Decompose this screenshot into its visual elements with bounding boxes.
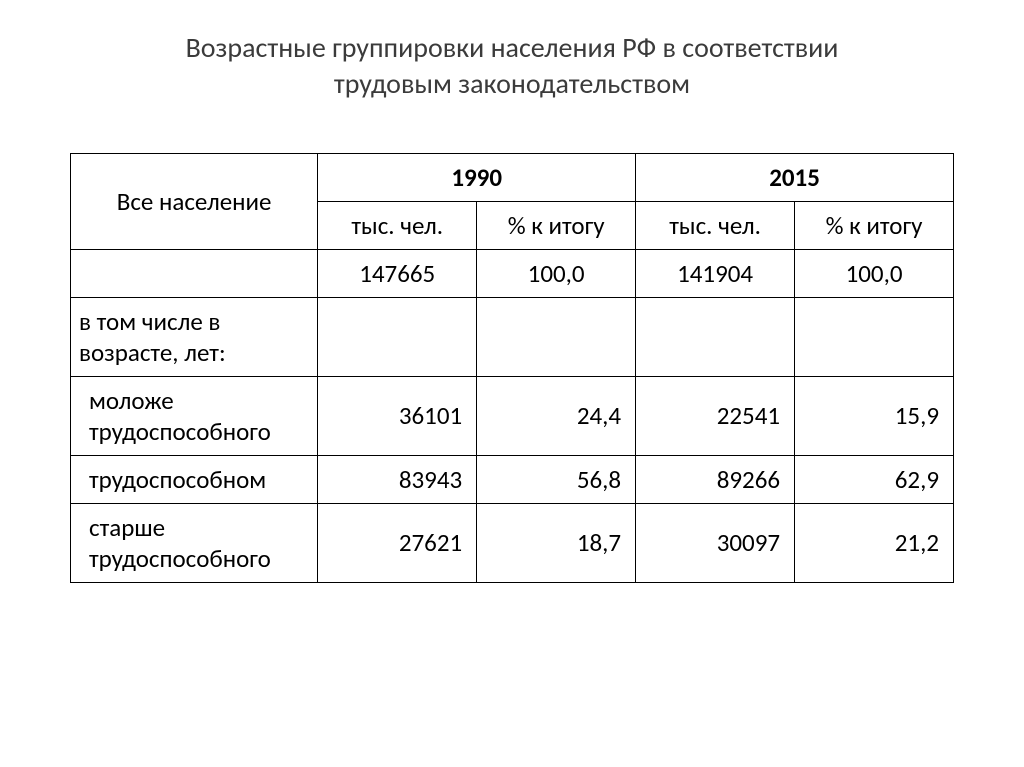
category-header-label: в том числе в возрасте, лет: — [71, 297, 318, 376]
total-2015-thousands: 141904 — [636, 249, 795, 297]
row-0-2015-thousands: 22541 — [636, 376, 795, 455]
year-2015-header: 2015 — [636, 153, 954, 201]
total-row: 147665 100,0 141904 100,0 — [71, 249, 954, 297]
sub-1990-thousands: тыс. чел. — [318, 201, 477, 249]
sub-1990-percent: % к итогу — [477, 201, 636, 249]
total-2015-percent: 100,0 — [795, 249, 954, 297]
row-2-label: старше трудоспособного — [71, 503, 318, 582]
row-0-2015-percent: 15,9 — [795, 376, 954, 455]
sub-2015-percent: % к итогу — [795, 201, 954, 249]
sub-2015-thousands: тыс. чел. — [636, 201, 795, 249]
row-1-2015-thousands: 89266 — [636, 455, 795, 503]
table-row: старше трудоспособного 27621 18,7 30097 … — [71, 503, 954, 582]
row-1-label: трудоспособном — [71, 455, 318, 503]
row-2-1990-thousands: 27621 — [318, 503, 477, 582]
cat-header-2015-percent — [795, 297, 954, 376]
row-2-1990-percent: 18,7 — [477, 503, 636, 582]
row-0-1990-percent: 24,4 — [477, 376, 636, 455]
cat-header-1990-thousands — [318, 297, 477, 376]
total-1990-percent: 100,0 — [477, 249, 636, 297]
table-container: Все население 1990 2015 тыс. чел. % к ит… — [0, 153, 1024, 583]
cat-header-2015-thousands — [636, 297, 795, 376]
table-row: трудоспособном 83943 56,8 89266 62,9 — [71, 455, 954, 503]
header-row-years: Все население 1990 2015 — [71, 153, 954, 201]
title-line-1: Возрастные группировки населения РФ в со… — [186, 30, 839, 65]
page-title: Возрастные группировки населения РФ в со… — [0, 30, 1024, 103]
row-2-2015-thousands: 30097 — [636, 503, 795, 582]
year-1990-header: 1990 — [318, 153, 636, 201]
population-table: Все население 1990 2015 тыс. чел. % к ит… — [70, 153, 954, 583]
row-2-2015-percent: 21,2 — [795, 503, 954, 582]
row-0-1990-thousands: 36101 — [318, 376, 477, 455]
total-row-label — [71, 249, 318, 297]
table-row: моложе трудоспособного 36101 24,4 22541 … — [71, 376, 954, 455]
row-1-2015-percent: 62,9 — [795, 455, 954, 503]
row-0-label: моложе трудоспособного — [71, 376, 318, 455]
row-1-1990-thousands: 83943 — [318, 455, 477, 503]
row-1-1990-percent: 56,8 — [477, 455, 636, 503]
row-header-all-population: Все население — [71, 153, 318, 249]
total-1990-thousands: 147665 — [318, 249, 477, 297]
title-line-2: трудовым законодательством — [334, 66, 690, 101]
category-header-row: в том числе в возрасте, лет: — [71, 297, 954, 376]
cat-header-1990-percent — [477, 297, 636, 376]
